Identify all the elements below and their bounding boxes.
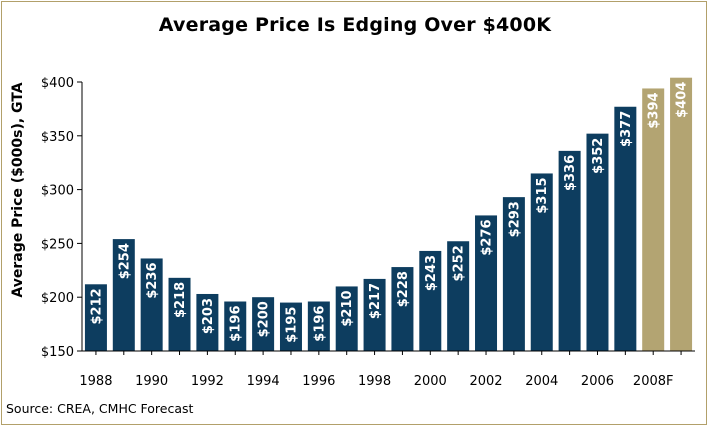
- bar: [335, 286, 358, 351]
- y-tick-label: $150: [41, 345, 74, 360]
- bar: [112, 239, 135, 351]
- data-label: $243: [424, 255, 439, 291]
- x-tick-label: 1988: [79, 374, 112, 389]
- data-label: $394: [647, 92, 662, 128]
- bar: [363, 278, 386, 351]
- data-label: $254: [117, 243, 132, 279]
- x-tick-label: 2008F: [633, 374, 674, 389]
- bar: [475, 215, 498, 351]
- bar: [502, 197, 525, 351]
- x-tick-label: 1992: [191, 374, 224, 389]
- bar: [140, 258, 163, 351]
- bar: [307, 301, 330, 351]
- data-label: $196: [229, 306, 244, 342]
- x-tick-label: 1996: [302, 374, 335, 389]
- bar: [168, 277, 191, 351]
- data-label: $203: [201, 298, 216, 334]
- data-label: $293: [507, 201, 522, 237]
- data-label: $252: [452, 245, 467, 281]
- x-tick-label: 2002: [469, 374, 502, 389]
- data-label: $218: [173, 282, 188, 318]
- bar: [558, 150, 581, 351]
- data-label: $212: [89, 288, 104, 324]
- bar: [642, 88, 665, 352]
- x-tick-label: 2006: [581, 374, 614, 389]
- bar: [447, 241, 470, 351]
- bar: [586, 133, 609, 351]
- chart-title: Average Price Is Edging Over $400K: [158, 14, 552, 36]
- bar: [84, 284, 107, 351]
- x-tick-label: 2004: [525, 374, 558, 389]
- bar: [252, 297, 275, 351]
- x-tick-label: 2000: [414, 374, 447, 389]
- data-label: $352: [591, 138, 606, 174]
- x-tick-label: 1990: [135, 374, 168, 389]
- bar: [391, 267, 414, 351]
- source-note: Source: CREA, CMHC Forecast: [6, 401, 194, 416]
- y-tick-label: $400: [41, 76, 74, 91]
- bar: [279, 302, 302, 351]
- data-label: $196: [312, 306, 327, 342]
- bar: [419, 250, 442, 351]
- bar: [196, 293, 219, 351]
- x-tick-label: 1998: [358, 374, 391, 389]
- y-tick-label: $200: [41, 291, 74, 306]
- bar: [224, 301, 247, 351]
- data-label: $336: [563, 155, 578, 191]
- bar: [614, 106, 637, 351]
- data-label: $217: [368, 283, 383, 319]
- data-label: $228: [396, 271, 411, 307]
- bar: [530, 173, 553, 351]
- x-tick-label: 1994: [247, 374, 280, 389]
- data-label: $404: [675, 82, 690, 118]
- data-label: $315: [535, 177, 550, 213]
- data-label: $195: [284, 307, 299, 343]
- y-tick-label: $250: [41, 237, 74, 252]
- y-tick-label: $300: [41, 184, 74, 199]
- data-label: $377: [619, 111, 634, 147]
- bar: [670, 77, 693, 352]
- data-label: $200: [257, 301, 272, 337]
- data-label: $210: [340, 290, 355, 326]
- data-label: $236: [145, 262, 160, 298]
- y-tick-label: $350: [41, 130, 74, 145]
- data-label: $276: [480, 219, 495, 255]
